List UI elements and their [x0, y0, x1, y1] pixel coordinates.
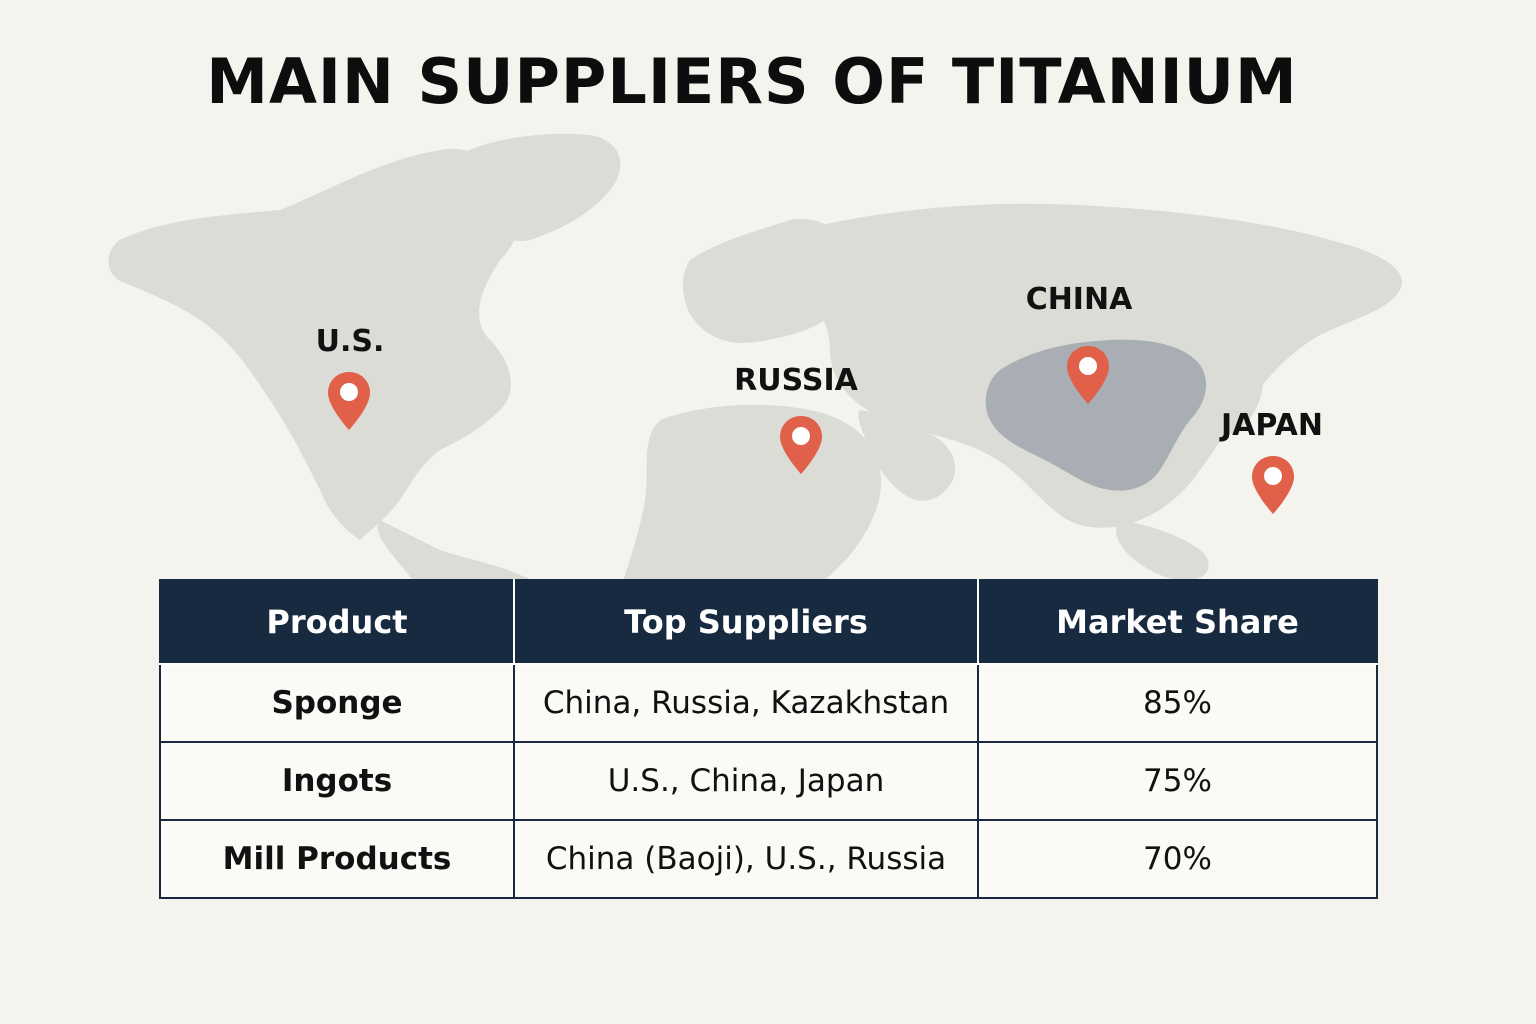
africa-land	[620, 404, 881, 590]
market-share-cell: 75%	[977, 741, 1378, 821]
column-header-top-suppliers: Top Suppliers	[513, 579, 979, 665]
table-row: Mill Products China (Baoji), U.S., Russi…	[159, 819, 1378, 899]
marker-label-china: CHINA	[1025, 282, 1133, 317]
map-pin-icon[interactable]	[778, 414, 824, 476]
market-share-cell: 85%	[977, 663, 1378, 743]
southeast-asia-land	[1115, 520, 1209, 581]
market-share-cell: 70%	[977, 819, 1378, 899]
suppliers-cell: China, Russia, Kazakhstan	[513, 663, 979, 743]
map-pin-icon[interactable]	[1250, 454, 1296, 516]
marker-label-japan: JAPAN	[1221, 408, 1323, 443]
world-map: U.S. RUSSIA CHINA JAPAN	[0, 120, 1536, 590]
suppliers-table: Product Top Suppliers Market Share Spong…	[159, 579, 1378, 899]
suppliers-table-container: Product Top Suppliers Market Share Spong…	[159, 579, 1378, 899]
column-header-product: Product	[159, 579, 515, 665]
map-pin-icon[interactable]	[326, 370, 372, 432]
suppliers-cell: China (Baoji), U.S., Russia	[513, 819, 979, 899]
south-america-land	[377, 520, 550, 590]
suppliers-cell: U.S., China, Japan	[513, 741, 979, 821]
product-cell: Sponge	[159, 663, 515, 743]
japan-land	[1216, 348, 1264, 435]
middle-east-land	[858, 410, 956, 501]
column-header-market-share: Market Share	[977, 579, 1378, 665]
product-cell: Ingots	[159, 741, 515, 821]
greenland-land	[446, 133, 621, 241]
table-row: Sponge China, Russia, Kazakhstan 85%	[159, 663, 1378, 743]
product-cell: Mill Products	[159, 819, 515, 899]
table-row: Ingots U.S., China, Japan 75%	[159, 741, 1378, 821]
china-highlight	[985, 339, 1207, 491]
map-pin-icon[interactable]	[1065, 344, 1111, 406]
north-america-land	[108, 149, 521, 540]
table-header-row: Product Top Suppliers Market Share	[159, 579, 1378, 665]
world-map-land	[108, 133, 1402, 590]
marker-label-russia: RUSSIA	[734, 363, 858, 398]
page-title: MAIN SUPPLIERS OF TITANIUM	[206, 45, 1298, 118]
marker-label-us: U.S.	[315, 324, 385, 359]
